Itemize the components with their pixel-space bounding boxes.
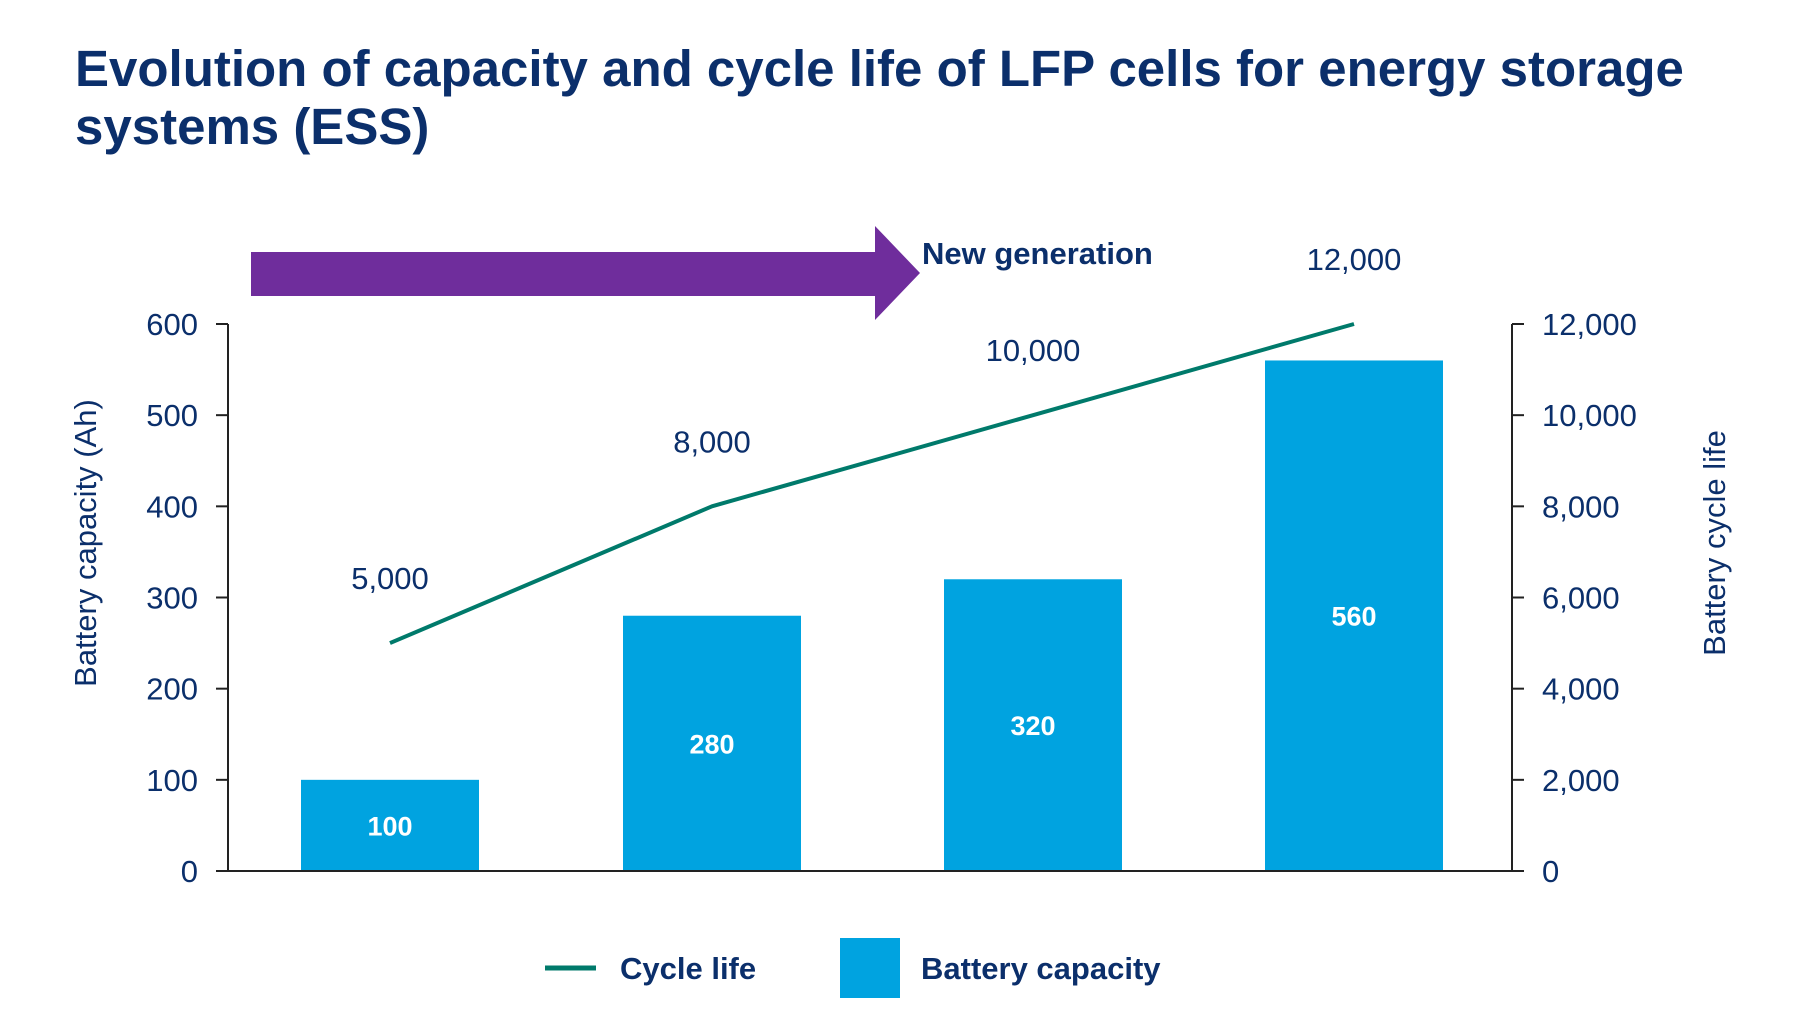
y-tick-label-left: 500: [146, 398, 198, 433]
y-tick-label-right: 0: [1542, 854, 1559, 889]
bar: [1265, 360, 1443, 871]
new-generation-annotation: New generation: [922, 236, 1153, 271]
bar-data-label: 100: [367, 811, 412, 841]
line-data-label: 5,000: [351, 561, 429, 596]
y-tick-label-left: 100: [146, 763, 198, 798]
y-tick-label-left: 200: [146, 672, 198, 707]
legend-bar-label: Battery capacity: [921, 951, 1161, 986]
legend-line-label: Cycle life: [620, 951, 756, 986]
y-tick-label-right: 2,000: [1542, 763, 1620, 798]
bar: [944, 579, 1122, 871]
y-tick-label-left: 0: [181, 854, 198, 889]
bar: [301, 779, 479, 871]
new-generation-arrow: [251, 226, 920, 320]
y-tick-label-right: 8,000: [1542, 489, 1620, 524]
bar-data-label: 320: [1010, 711, 1055, 741]
y-axis-label-left: Battery capacity (Ah): [68, 399, 103, 687]
y-tick-label-right: 10,000: [1542, 398, 1637, 433]
legend-bar-swatch: [840, 938, 900, 998]
y-tick-label-right: 4,000: [1542, 672, 1620, 707]
line-data-label: 10,000: [986, 333, 1081, 368]
line-data-label: 12,000: [1307, 242, 1402, 277]
y-tick-label-left: 300: [146, 581, 198, 616]
y-axis-label-right: Battery cycle life: [1697, 430, 1732, 656]
bar-data-label: 280: [689, 729, 734, 759]
cycle-life-line: [389, 322, 1355, 645]
y-tick-label-right: 6,000: [1542, 581, 1620, 616]
bar-data-label: 560: [1331, 602, 1376, 632]
bar: [623, 615, 801, 871]
chart-title: Evolution of capacity and cycle life of …: [75, 40, 1684, 155]
y-tick-label-left: 600: [146, 307, 198, 342]
y-tick-label-left: 400: [146, 489, 198, 524]
y-tick-label-right: 12,000: [1542, 307, 1637, 342]
line-data-label: 8,000: [673, 424, 751, 459]
